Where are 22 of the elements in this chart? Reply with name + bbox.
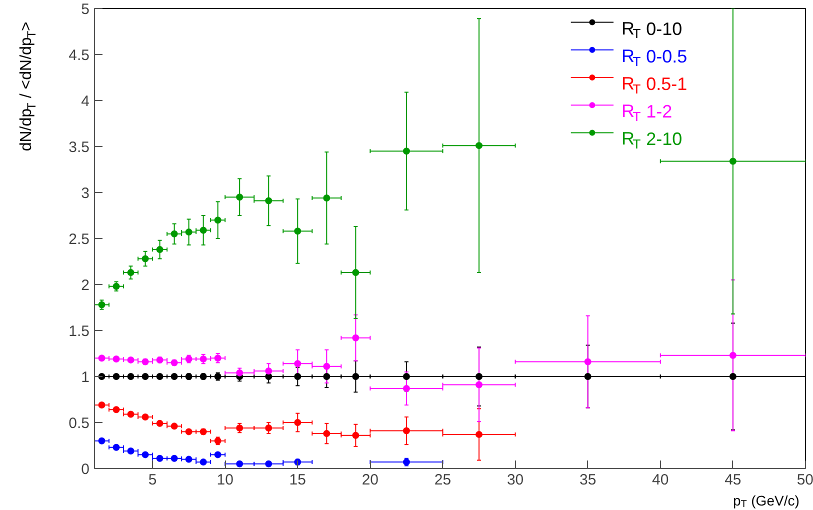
x-tick-label: 45	[724, 472, 742, 488]
x-tick-label: 5	[148, 472, 157, 488]
y-tick-label: 5	[81, 1, 90, 18]
y-tick-label: 2.5	[68, 231, 90, 248]
y-tick-label: 0.5	[68, 415, 90, 432]
y-tick-label: 1	[81, 369, 90, 386]
x-tick-label: 50	[796, 472, 813, 488]
y-tick-label: 4.5	[68, 47, 90, 64]
y-tick-label: 3.5	[68, 139, 90, 156]
x-tick-label: 15	[289, 472, 306, 488]
x-tick-label: 30	[506, 472, 524, 488]
x-tick-label: 40	[652, 472, 669, 488]
y-tick-label: 1.5	[68, 323, 90, 340]
x-tick-label: 25	[434, 472, 452, 488]
y-tick-label: 0	[81, 461, 90, 478]
y-tick-label: 4	[81, 93, 90, 110]
y-tick-label: 3	[81, 185, 90, 202]
x-tick-label: 10	[216, 472, 234, 488]
y-tick-label: 2	[81, 277, 90, 294]
x-tick-label: 20	[362, 472, 379, 488]
y-axis-title: dN/dpT / <dN/dpT>	[18, 22, 38, 152]
x-tick-label: 35	[580, 472, 596, 488]
